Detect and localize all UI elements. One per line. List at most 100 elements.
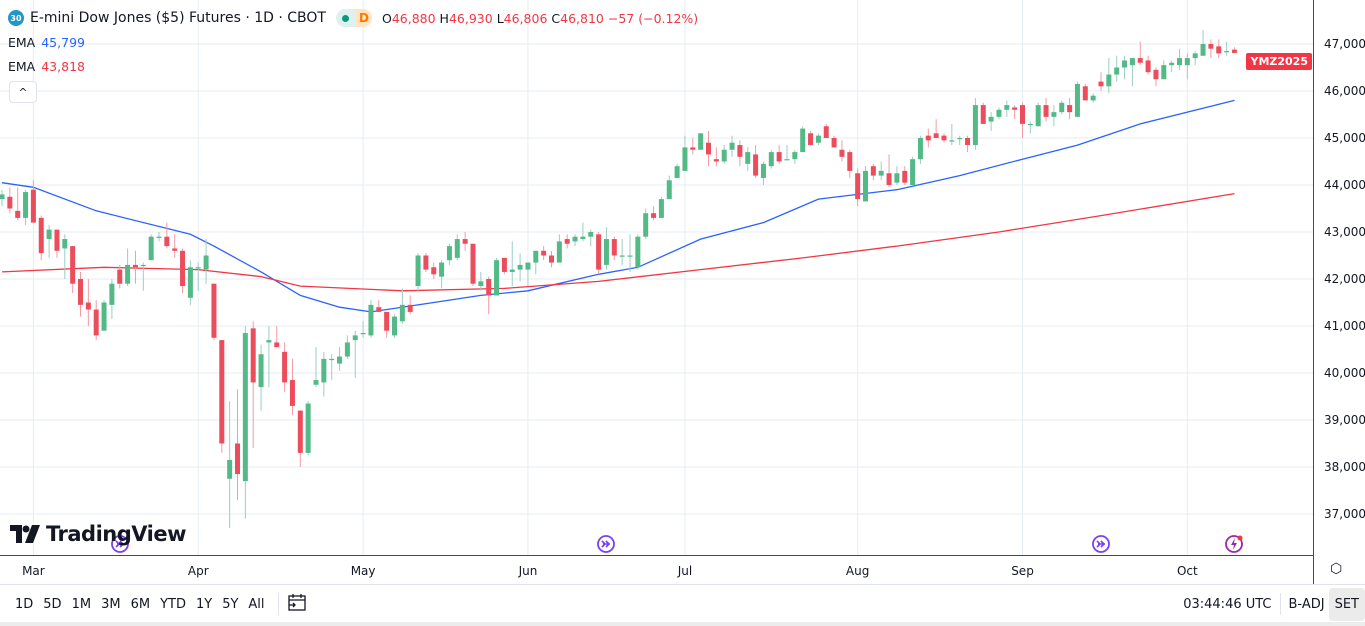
chart-settings-icon[interactable]: ⬡ — [1330, 561, 1343, 577]
clock[interactable]: 03:44:46 UTC — [1183, 596, 1272, 612]
dividend-arrow-icon[interactable] — [596, 534, 616, 554]
candle-up — [525, 262, 531, 270]
collapse-legend-button[interactable]: ^ — [9, 81, 37, 103]
candle-down — [902, 170, 908, 183]
candle-down — [297, 410, 303, 453]
candle-up — [156, 236, 162, 238]
candle-up — [203, 255, 209, 270]
price-chart[interactable] — [0, 0, 1313, 555]
candle-down — [886, 173, 892, 185]
candle-down — [431, 267, 437, 275]
candle-up — [187, 267, 193, 298]
candle-up — [101, 302, 107, 331]
candle-down — [925, 135, 931, 141]
candle-up — [1059, 102, 1065, 113]
time-tick-label: Jun — [518, 564, 538, 578]
chart-legend: 30 E-mini Dow Jones ($5) Futures · 1D · … — [8, 9, 698, 27]
candle-up — [1106, 74, 1112, 87]
price-tick-label: 40,000 — [1324, 366, 1365, 380]
candle-up — [729, 142, 735, 150]
ohlc-values: O46,880 H46,930 L46,806 C46,810 −57 (−0.… — [382, 11, 698, 26]
candle-up — [800, 128, 806, 153]
candle-up — [1051, 112, 1057, 117]
dividend-arrow-icon[interactable] — [1091, 534, 1111, 554]
candle-down — [282, 351, 288, 383]
candle-down — [470, 243, 476, 284]
calendar-goto-icon[interactable] — [287, 592, 307, 616]
candle-up — [533, 250, 539, 263]
candle-up — [572, 236, 578, 242]
last-price-tag: YMZ2025 — [1246, 53, 1312, 70]
candle-down — [85, 302, 91, 310]
candle-down — [70, 246, 76, 284]
candle-down — [172, 248, 178, 251]
candle-up — [509, 269, 515, 272]
candle-up — [140, 264, 146, 267]
range-1d[interactable]: 1D — [15, 596, 34, 612]
candle-up — [344, 342, 350, 357]
candle-up — [352, 335, 358, 341]
candle-down — [1153, 69, 1159, 80]
candle-up — [1224, 51, 1230, 53]
ema-value: 45,799 — [41, 35, 85, 50]
price-tick-label: 46,000 — [1324, 84, 1365, 98]
candle-up — [1177, 58, 1182, 66]
low-label: L — [496, 10, 504, 26]
candle-down — [164, 236, 170, 247]
candle-down — [132, 264, 138, 268]
range-5y[interactable]: 5Y — [222, 596, 239, 612]
adjustment-toggle[interactable]: B-ADJ — [1288, 596, 1325, 612]
range-3m[interactable]: 3M — [101, 596, 121, 612]
range-1y[interactable]: 1Y — [195, 596, 213, 612]
candle-down — [690, 147, 696, 150]
candle-up — [329, 358, 335, 361]
candle-down — [1082, 86, 1088, 101]
session-toggle[interactable]: SET — [1328, 587, 1365, 621]
price-axis[interactable]: 37,000 38,000 39,000 40,000 41,000 42,000 43,0… — [1313, 0, 1365, 584]
price-tick-label: 43,000 — [1324, 225, 1365, 239]
time-tick-label: May — [350, 564, 376, 578]
candle-down — [384, 311, 390, 331]
candle-down — [541, 250, 547, 256]
candle-up — [368, 304, 374, 336]
candle-down — [1231, 49, 1237, 53]
symbol-title[interactable]: E-mini Dow Jones ($5) Futures · 1D · CBO… — [30, 10, 326, 26]
candle-down — [289, 380, 295, 406]
candle-up — [313, 380, 319, 385]
time-tick-label: Mar — [22, 564, 45, 578]
close-value: 46,810 — [560, 10, 604, 26]
price-tick-label: 47,000 — [1324, 37, 1365, 51]
divider — [1279, 593, 1281, 615]
candle-up — [792, 152, 798, 160]
candle-down — [933, 133, 939, 138]
open-value: 46,880 — [391, 10, 436, 26]
candle-up — [125, 264, 131, 284]
range-ytd[interactable]: YTD — [160, 596, 186, 612]
dividend-arrow-icon[interactable] — [110, 534, 130, 554]
candle-up — [0, 194, 5, 200]
time-axis[interactable]: Mar Apr May Jun Jul Aug Sep Oct — [0, 555, 1313, 585]
range-6m[interactable]: 6M — [130, 596, 151, 612]
candle-up — [1161, 65, 1167, 80]
close-label: C — [551, 10, 561, 26]
flash-event-icon[interactable] — [1224, 534, 1244, 554]
range-5d[interactable]: 5D — [43, 596, 62, 612]
candle-down — [776, 152, 782, 162]
range-1m[interactable]: 1M — [71, 596, 92, 612]
candle-up — [666, 180, 672, 200]
ema-label: EMA — [8, 35, 36, 50]
candle-down — [501, 257, 507, 272]
ema-fast-legend[interactable]: EMA 45,799 — [8, 35, 85, 50]
symbol-badge[interactable]: 30 — [8, 10, 24, 26]
candle-up — [815, 135, 821, 143]
arrow-glyph — [115, 540, 124, 548]
price-tick-label: 44,000 — [1324, 178, 1365, 192]
candle-up — [588, 232, 594, 237]
ema-slow-legend[interactable]: EMA 43,818 — [8, 59, 85, 74]
range-all[interactable]: All — [248, 596, 265, 612]
tradingview-logo[interactable]: TradingView — [10, 522, 186, 546]
candle-down — [219, 340, 225, 444]
market-status[interactable]: D — [335, 9, 372, 27]
candle-up — [1090, 95, 1096, 101]
candle-up — [392, 316, 397, 336]
